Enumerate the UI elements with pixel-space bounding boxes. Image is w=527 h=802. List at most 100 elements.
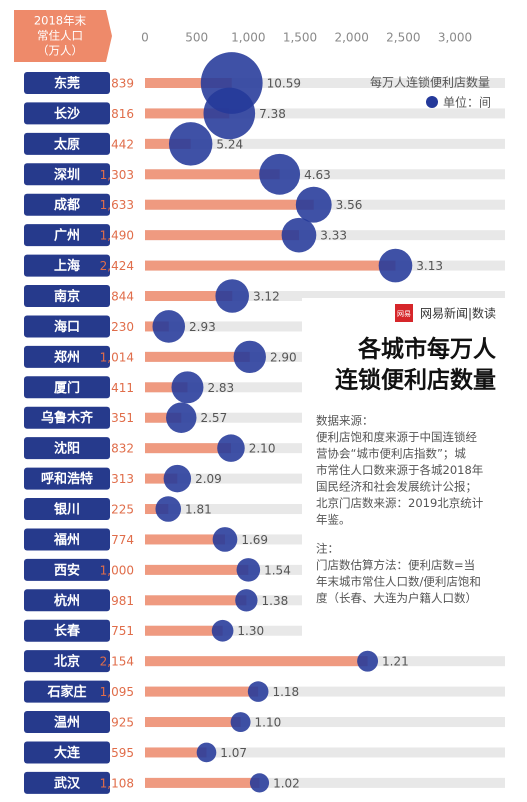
bar-value-label: 1,095 — [100, 685, 134, 699]
bar — [145, 291, 233, 302]
track — [145, 78, 505, 88]
city-pill — [24, 72, 110, 94]
note-line: 度（长春、大连为户籍人口数） — [316, 591, 477, 605]
bar — [145, 108, 230, 119]
bubble-value-label: 1.21 — [382, 655, 409, 669]
city-label: 长沙 — [54, 106, 80, 122]
bubble — [259, 153, 301, 195]
track — [145, 108, 505, 119]
bubble-value-label: 7.38 — [259, 107, 286, 121]
logo-text: 网易 — [397, 310, 411, 318]
logo-box — [395, 304, 413, 322]
bubble — [295, 186, 332, 223]
city-label: 沈阳 — [54, 441, 80, 457]
bar-value-label: 981 — [111, 594, 134, 608]
x-tick-label: 3,000 — [438, 31, 472, 45]
city-label: 大连 — [54, 745, 81, 761]
x-tick-label: 500 — [185, 31, 208, 45]
bar-value-label: 1,014 — [100, 350, 134, 364]
bubble — [233, 340, 266, 374]
legend-label: 每万人连锁便利店数量 — [370, 75, 490, 90]
bubble — [249, 773, 270, 793]
bubble-value-label: 1.54 — [264, 563, 291, 577]
bubble — [212, 527, 238, 552]
city-pill — [24, 102, 110, 125]
bubble-value-label: 1.38 — [262, 594, 289, 608]
bar — [145, 564, 249, 575]
bar-value-label: 351 — [111, 411, 134, 425]
bubble-value-label: 1.30 — [237, 624, 264, 638]
city-pill — [24, 711, 110, 734]
track — [145, 138, 505, 149]
bar-value-label: 839 — [111, 77, 134, 91]
bar — [145, 230, 299, 241]
bar-value-label: 774 — [111, 533, 134, 547]
header-tag — [14, 10, 112, 62]
city-label: 银川 — [54, 502, 80, 518]
bubble — [155, 496, 182, 522]
bar-value-label: 1,303 — [100, 168, 134, 182]
bar-value-label: 832 — [111, 442, 134, 456]
track — [145, 747, 505, 758]
bar — [145, 595, 247, 606]
bubble — [163, 464, 192, 493]
bubble-value-label: 10.59 — [267, 77, 301, 91]
bar — [145, 717, 241, 728]
bubble — [378, 248, 413, 283]
bubble — [203, 87, 256, 140]
city-label: 福州 — [53, 532, 80, 548]
bar — [145, 473, 178, 484]
bar-value-label: 816 — [111, 107, 134, 121]
bubble-value-label: 3.33 — [320, 229, 347, 243]
bubble-value-label: 1.07 — [220, 746, 247, 760]
track — [145, 717, 505, 728]
x-tick-label: 0 — [141, 31, 149, 45]
track — [145, 230, 505, 241]
bar-value-label: 2,154 — [100, 655, 134, 669]
bar — [145, 656, 368, 667]
bar — [145, 382, 188, 393]
x-tick-label: 2,500 — [386, 31, 420, 45]
source-line: 国民经济和社会发展统计公报； — [316, 480, 477, 494]
city-label: 杭州 — [54, 593, 80, 609]
city-pill — [24, 741, 110, 764]
city-label: 上海 — [54, 258, 80, 274]
city-pill — [24, 193, 110, 216]
title: 各城市每万人 — [357, 336, 497, 363]
header-text: 常住人口 — [37, 29, 83, 43]
city-pill — [24, 285, 110, 308]
bubble-value-label: 2.57 — [200, 411, 227, 425]
bubble — [357, 650, 379, 672]
bar — [145, 777, 260, 788]
source-line: 数据来源： — [316, 414, 374, 428]
bar — [145, 534, 225, 545]
bubble-value-label: 5.24 — [216, 137, 243, 151]
city-pill — [24, 771, 110, 794]
city-label: 石家庄 — [46, 684, 86, 700]
bar-value-label: 442 — [111, 137, 134, 151]
city-label: 郑州 — [54, 349, 80, 365]
city-pill — [24, 467, 110, 490]
bar-value-label: 1,633 — [100, 198, 134, 212]
bubble — [211, 619, 234, 642]
bubble — [230, 712, 251, 732]
bubble — [171, 371, 204, 404]
city-label: 乌鲁木齐 — [41, 410, 94, 426]
bubble — [215, 279, 249, 313]
bar-value-label: 1,490 — [100, 229, 134, 243]
city-label: 深圳 — [54, 167, 80, 183]
header-text: （万人） — [37, 44, 83, 58]
city-label: 海口 — [54, 319, 80, 335]
bubble-value-label: 2.90 — [270, 350, 297, 364]
bar-value-label: 1,108 — [100, 776, 134, 790]
source-line: 年鉴。 — [316, 513, 351, 527]
bubble — [217, 434, 245, 462]
track — [145, 686, 505, 697]
city-pill — [24, 558, 110, 581]
city-pill — [24, 254, 110, 277]
note-line: 注： — [316, 542, 339, 556]
city-pill — [24, 224, 110, 247]
city-pill — [24, 650, 110, 673]
source-line: 营协会“城市便利店指数”；城 — [316, 447, 466, 461]
